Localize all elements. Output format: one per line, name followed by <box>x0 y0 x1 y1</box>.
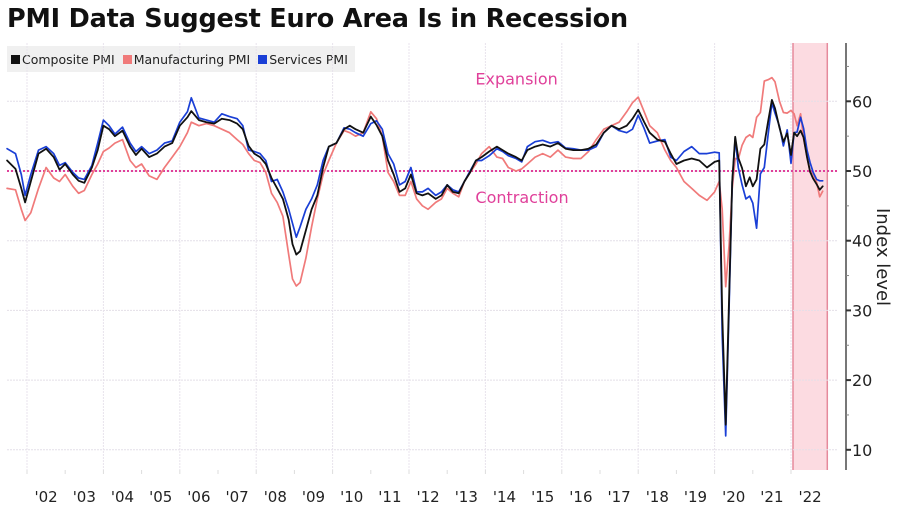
x-tick-label-2005: '05 <box>149 488 172 506</box>
y-tick-label-30: 30 <box>852 301 872 320</box>
x-tick-label-2012: '12 <box>416 488 439 506</box>
x-tick-label-2006: '06 <box>187 488 210 506</box>
x-tick-label-2009: '09 <box>302 488 325 506</box>
legend-swatch-services <box>258 54 268 64</box>
x-tick-label-2021: '21 <box>760 488 783 506</box>
x-tick-label-2002: '02 <box>34 488 57 506</box>
x-tick-label-2019: '19 <box>684 488 707 506</box>
chart-title: PMI Data Suggest Euro Area Is in Recessi… <box>7 4 628 34</box>
x-tick-label-2020: '20 <box>722 488 745 506</box>
x-tick-label-2018: '18 <box>646 488 669 506</box>
x-tick-label-2007: '07 <box>225 488 248 506</box>
y-tick-label-50: 50 <box>852 162 872 181</box>
legend: Composite PMI Manufacturing PMI Services… <box>7 46 355 72</box>
y-tick-label-10: 10 <box>852 441 872 460</box>
x-tick-label-2003: '03 <box>73 488 96 506</box>
annotation-expansion: Expansion <box>475 69 557 88</box>
x-tick-label-2010: '10 <box>340 488 363 506</box>
x-tick-label-2013: '13 <box>455 488 478 506</box>
legend-item-composite[interactable]: Composite PMI <box>11 52 115 67</box>
legend-label-services: Services PMI <box>269 51 348 67</box>
x-tick-label-2011: '11 <box>378 488 401 506</box>
x-tick-label-2022: '22 <box>798 488 821 506</box>
y-tick-label-20: 20 <box>852 371 872 390</box>
x-tick-label-2014: '14 <box>493 488 516 506</box>
legend-item-manufacturing[interactable]: Manufacturing PMI <box>122 51 251 67</box>
series-line-services-pmi <box>6 96 824 437</box>
legend-item-services[interactable]: Services PMI <box>258 52 348 67</box>
x-tick-label-2016: '16 <box>569 488 592 506</box>
legend-swatch-manufacturing <box>122 54 132 64</box>
y-axis-label: Index level <box>872 208 893 306</box>
series-line-composite-pmi <box>6 99 824 426</box>
x-tick-label-2015: '15 <box>531 488 554 506</box>
legend-label-composite: Composite PMI <box>22 51 115 67</box>
x-tick-label-2004: '04 <box>111 488 134 506</box>
recession-shading <box>793 43 828 470</box>
series-line-manufacturing-pmi <box>6 76 824 288</box>
y-tick-label-60: 60 <box>852 92 872 111</box>
x-tick-label-2008: '08 <box>264 488 287 506</box>
legend-label-manufacturing: Manufacturing PMI <box>133 51 251 67</box>
legend-swatch-composite <box>11 54 20 64</box>
y-tick-label-40: 40 <box>852 232 872 251</box>
x-tick-label-2017: '17 <box>607 488 630 506</box>
annotation-contraction: Contraction <box>475 188 568 207</box>
